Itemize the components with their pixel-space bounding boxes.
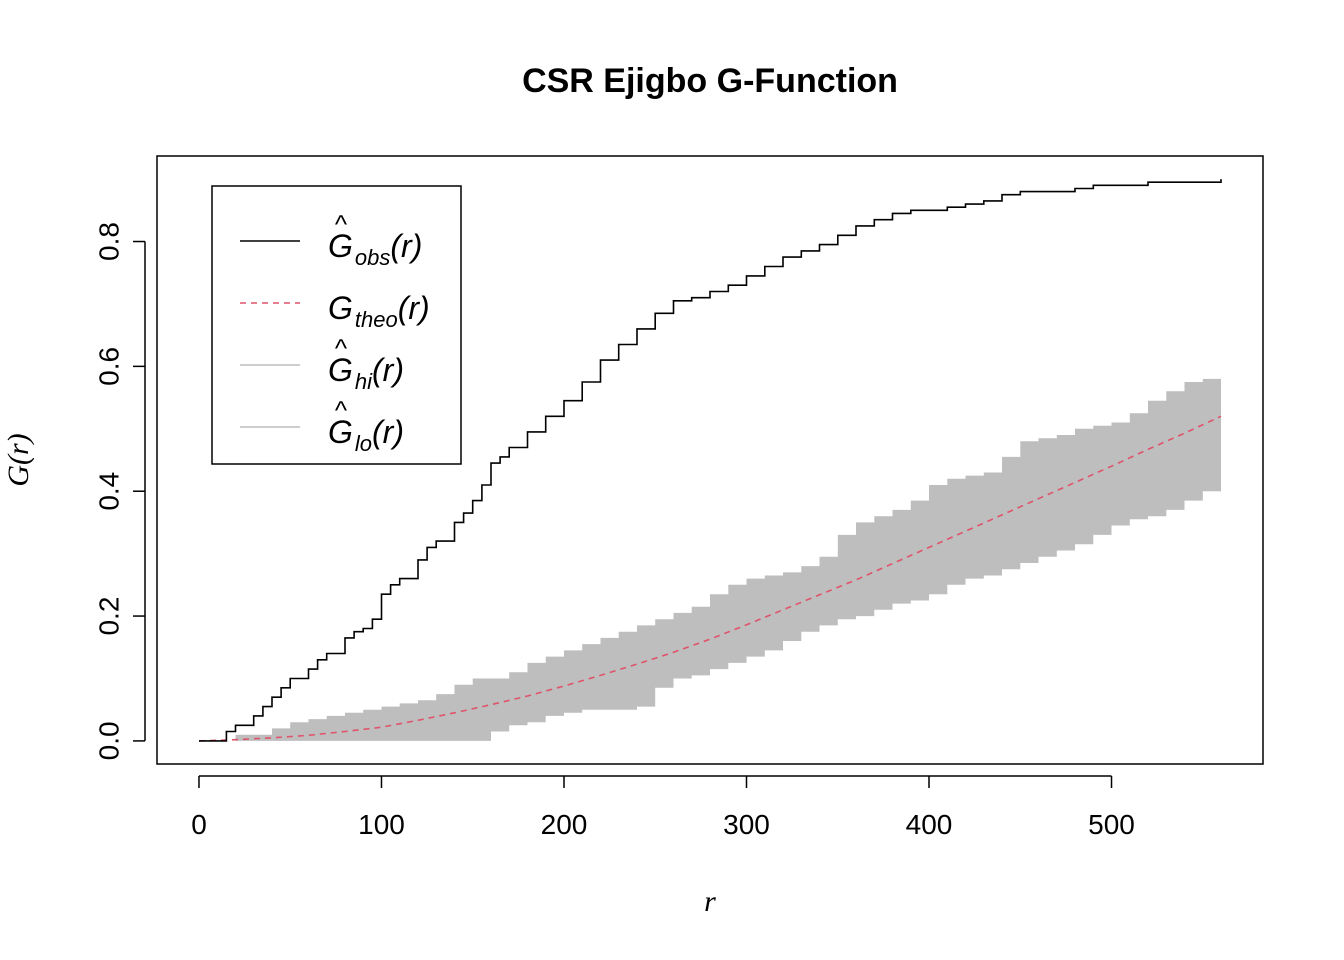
x-axis-label: r [704,885,716,918]
x-tick-label: 500 [1088,809,1135,840]
envelope-band-layer [199,372,1221,741]
x-tick-label: 400 [906,809,953,840]
envelope-band [199,372,1221,741]
x-tick-label: 200 [541,809,588,840]
y-axis-label-arg: (r) [2,433,35,465]
legend: ^Gobs(r)Gtheo(r)^Ghi(r)^Glo(r) [211,185,462,465]
y-axis: 0.0 0.2 0.4 0.6 0.8 [93,222,146,760]
y-tick-label: 0.6 [93,347,124,386]
series-line-theo [198,415,1222,742]
legend-label-theo: Gtheo(r) [328,290,430,332]
y-tick-label: 0.8 [93,222,124,261]
legend-label-obs: Gobs(r) [328,228,422,270]
plot-frame [156,155,1264,765]
series-layer [198,179,1222,742]
y-tick-label: 0.4 [93,472,124,511]
legend-label-lo: Glo(r) [328,414,404,456]
y-axis-label: G(r) [2,433,35,486]
y-tick-label: 0.2 [93,597,124,636]
x-tick-label: 300 [723,809,770,840]
x-axis: 0 100 200 300 400 500 [191,775,1135,840]
series-line-obs [199,179,1222,742]
y-axis-label-main: G [2,465,35,487]
legend-box [211,185,462,465]
legend-hat-obs: ^ [335,209,348,239]
legend-hat-lo: ^ [335,395,348,425]
legend-hat-hi: ^ [335,333,348,363]
x-tick-label: 100 [358,809,405,840]
legend-label-hi: Ghi(r) [328,352,404,394]
chart-title: CSR Ejigbo G-Function [522,62,898,100]
x-tick-label: 0 [191,809,207,840]
y-tick-label: 0.0 [93,721,124,760]
